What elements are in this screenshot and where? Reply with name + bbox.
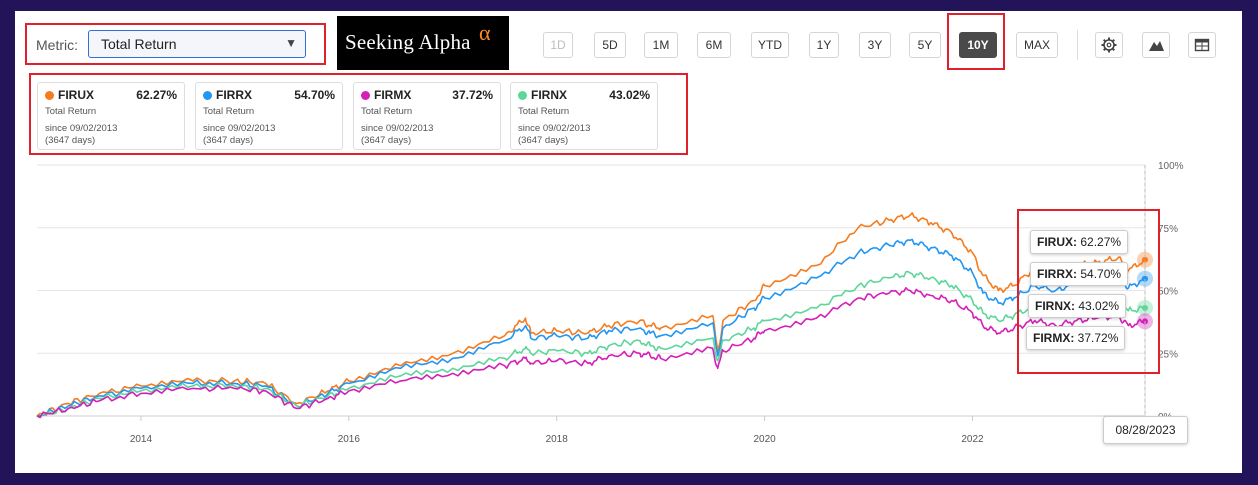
range-ytd-button[interactable]: YTD [751,32,789,58]
series-endpoint-dot-firnx [1142,305,1148,312]
chart-panel: Metric: Total Return ▼ Seeking Alpha α 1… [15,11,1242,473]
highlight-cards [29,73,688,155]
x-tick-label: 2022 [961,434,984,445]
range-max-button[interactable]: MAX [1016,32,1058,58]
date-badge: 08/28/2023 [1103,416,1188,444]
metric-select[interactable]: Total Return ▼ [88,30,306,58]
x-tick-label: 2020 [753,434,776,445]
range-1d-button[interactable]: 1D [543,32,573,58]
card-value: 62.27% [136,88,177,102]
legend-card-firux[interactable]: FIRUX 62.27% Total Return since 09/02/20… [37,82,185,150]
highlight-metric [25,23,326,65]
tooltip-ticker: FIRRX: [1037,267,1077,281]
tooltip-value: 37.72% [1077,331,1119,345]
table-view-button[interactable] [1188,32,1216,58]
y-tick-label: 50% [1158,287,1178,298]
legend-card-firmx[interactable]: FIRMX 37.72% Total Return since 09/02/20… [353,82,501,150]
card-value: 37.72% [452,88,493,102]
card-ticker: FIRUX [58,88,94,102]
card-ticker: FIRMX [374,88,412,102]
card-metric: Total Return [361,106,413,117]
series-line-firrx [36,238,1146,417]
card-metric: Total Return [518,106,570,117]
series-endpoint-dot-firux [1142,256,1148,263]
chevron-down-icon: ▼ [285,36,297,50]
card-days: (3647 days) [45,135,96,146]
card-since: since 09/02/2013 [518,123,591,134]
tooltip-value: 43.02% [1078,299,1120,313]
tooltip-value: 62.27% [1080,235,1122,249]
logo-text: Seeking Alpha [345,30,471,54]
x-tick-label: 2018 [546,434,569,445]
card-ticker: FIRNX [531,88,567,102]
card-metric: Total Return [203,106,255,117]
series-color-dot [203,91,212,100]
seeking-alpha-logo: Seeking Alpha α [337,16,509,70]
tooltip-firmx: FIRMX: 37.72% [1026,326,1126,350]
metric-label: Metric: [36,37,78,53]
series-endpoint-dot-firrx [1142,275,1148,282]
highlight-10y [947,13,1005,70]
mountain-chart-icon [1149,41,1164,51]
y-tick-label: 75% [1158,224,1178,235]
series-color-dot [45,91,54,100]
card-since: since 09/02/2013 [45,123,118,134]
tooltip-firux: FIRUX: 62.27% [1030,230,1129,254]
y-tick-label: 100% [1158,161,1184,172]
tooltip-ticker: FIRNX: [1035,299,1075,313]
card-ticker: FIRRX [216,88,252,102]
alpha-symbol: α [479,20,491,45]
x-tick-label: 2016 [338,434,361,445]
card-since: since 09/02/2013 [361,123,434,134]
card-value: 43.02% [609,88,650,102]
y-tick-label: 25% [1158,349,1178,360]
gear-icon [1101,37,1117,53]
range-6m-button[interactable]: 6M [697,32,731,58]
series-line-firmx [36,287,1146,419]
card-days: (3647 days) [518,135,569,146]
x-tick-label: 2014 [130,434,153,445]
range-5d-button[interactable]: 5D [594,32,626,58]
tooltip-ticker: FIRUX: [1037,235,1077,249]
series-line-firux [36,212,1145,417]
card-since: since 09/02/2013 [203,123,276,134]
tooltip-firnx: FIRNX: 43.02% [1028,294,1127,318]
toolbar-divider [1077,30,1078,60]
range-10y-button[interactable]: 10Y [959,32,997,58]
card-days: (3647 days) [203,135,254,146]
legend-card-firnx[interactable]: FIRNX 43.02% Total Return since 09/02/20… [510,82,658,150]
highlight-tooltips [1017,209,1160,374]
card-value: 54.70% [294,88,335,102]
series-line-firnx [36,270,1146,419]
series-color-dot [361,91,370,100]
tooltip-firrx: FIRRX: 54.70% [1030,262,1129,286]
legend-card-firrx[interactable]: FIRRX 54.70% Total Return since 09/02/20… [195,82,343,150]
range-3y-button[interactable]: 3Y [859,32,891,58]
range-1y-button[interactable]: 1Y [809,32,839,58]
card-days: (3647 days) [361,135,412,146]
range-5y-button[interactable]: 5Y [909,32,941,58]
settings-button[interactable] [1095,32,1123,58]
card-metric: Total Return [45,106,97,117]
series-color-dot [518,91,527,100]
chart-type-button[interactable] [1142,32,1170,58]
range-1m-button[interactable]: 1M [644,32,678,58]
table-icon [1194,38,1210,52]
tooltip-ticker: FIRMX: [1033,331,1075,345]
tooltip-value: 54.70% [1080,267,1122,281]
metric-value: Total Return [101,36,177,52]
